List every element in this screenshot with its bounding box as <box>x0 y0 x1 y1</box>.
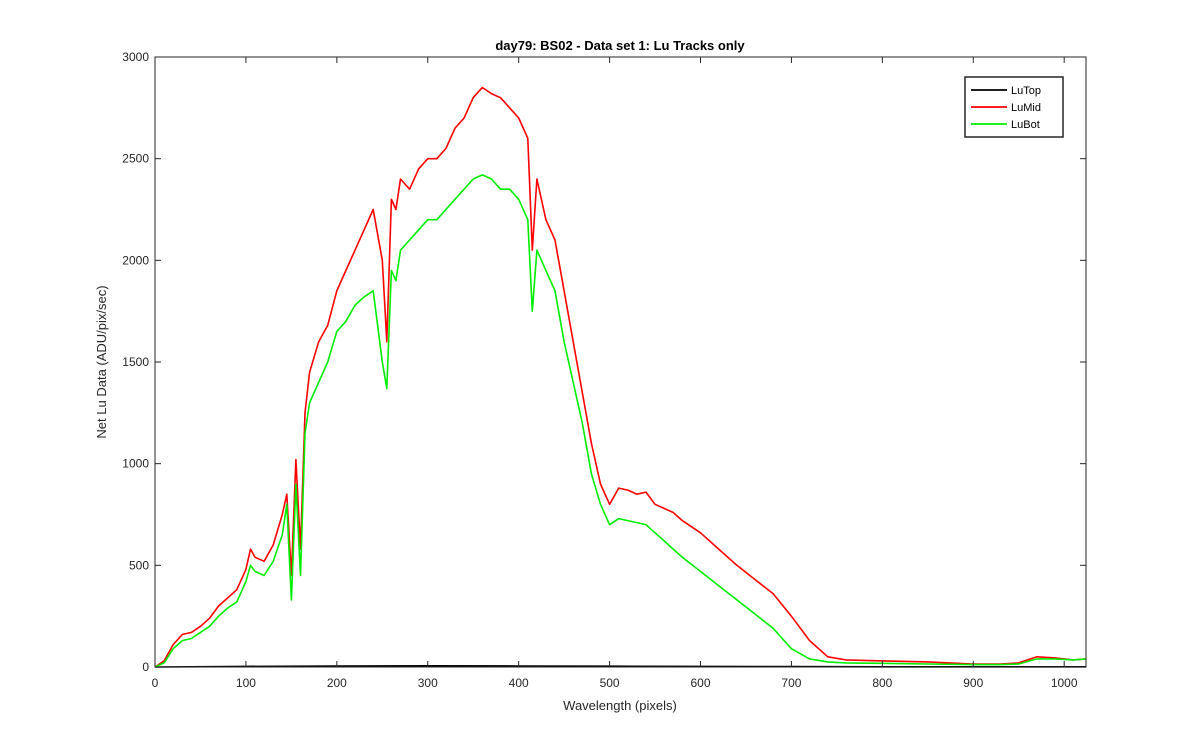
legend-label-lutop: LuTop <box>1011 85 1041 97</box>
y-tick-label: 500 <box>129 558 149 572</box>
x-tick-label: 700 <box>781 676 801 690</box>
x-tick-label: 300 <box>418 676 438 690</box>
y-tick-label: 2000 <box>122 253 149 267</box>
y-tick-label: 3000 <box>122 50 149 64</box>
y-tick-label: 2500 <box>122 152 149 166</box>
x-tick-label: 0 <box>152 676 159 690</box>
legend-label-lumid: LuMid <box>1011 102 1041 114</box>
plot-area <box>155 57 1086 667</box>
axes-layer: 0 100 200 300 400 500 600 700 800 900 1000 0 500 1000… <box>122 50 1087 690</box>
series-line-lumid <box>154 86 1087 668</box>
x-tick-label: 100 <box>236 676 256 690</box>
legend: LuTop LuMid LuBot <box>964 76 1064 138</box>
x-tick-label: 1000 <box>1051 676 1078 690</box>
x-tick-label: 200 <box>327 676 347 690</box>
y-tick-label: 0 <box>142 660 149 674</box>
x-tick-label: 400 <box>509 676 529 690</box>
x-axis-label: Wavelength (pixels) <box>563 698 677 713</box>
x-tick-label: 900 <box>963 676 983 690</box>
plot-background <box>155 57 1086 667</box>
chart-title: day79: BS02 - Data set 1: Lu Tracks only <box>495 38 745 53</box>
x-tick-label: 800 <box>872 676 892 690</box>
y-tick-label: 1000 <box>122 457 149 471</box>
y-axis-label: Net Lu Data (ADU/pix/sec) <box>94 285 109 438</box>
x-tick-label: 600 <box>690 676 710 690</box>
series-line-lubot <box>154 174 1087 668</box>
legend-label-lubot: LuBot <box>1011 119 1040 131</box>
y-tick-label: 1500 <box>122 355 149 369</box>
x-tick-label: 500 <box>600 676 620 690</box>
